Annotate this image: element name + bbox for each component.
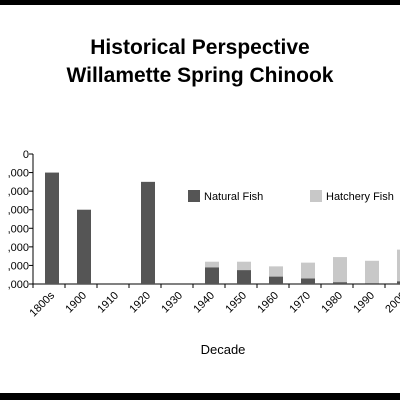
x-tick-label: 1980 (319, 290, 345, 316)
bar-natural (141, 181, 155, 284)
y-tick-label: ,000 (8, 186, 29, 198)
bar-hatchery (333, 257, 347, 283)
bar-group (45, 172, 400, 284)
bar-natural (365, 283, 379, 284)
legend-label: Hatchery Fish (326, 191, 394, 203)
y-tick-label: 0 (23, 149, 29, 161)
y-tick-group: ,000 ,000 ,000 ,000 ,000 ,000 ,000 0 (8, 149, 33, 291)
chart-title-line-1: Historical Perspective (90, 36, 310, 59)
x-tick-label: 1960 (255, 290, 281, 316)
legend-swatch (310, 190, 322, 202)
legend-label: Natural Fish (204, 191, 263, 203)
legend-swatch (188, 190, 200, 202)
bar-natural (269, 276, 283, 284)
x-tick-group: 1800s 1900 1910 1920 1930 1940 1950 1960 1970 198… (27, 284, 400, 319)
bar-natural (237, 270, 251, 284)
y-tick-label: ,000 (8, 260, 29, 272)
y-tick-label: ,000 (8, 242, 29, 254)
x-tick-label: 2000 (383, 290, 400, 316)
x-tick-label: 1990 (351, 290, 377, 316)
y-tick-label: ,000 (8, 279, 29, 291)
bar-natural (301, 278, 315, 284)
bar-hatchery (365, 260, 379, 284)
x-tick-label: 1920 (127, 290, 153, 316)
x-tick-label: 1930 (159, 290, 185, 316)
chart-title-line-2: Willamette Spring Chinook (66, 64, 334, 87)
x-tick-label: 1900 (63, 290, 89, 316)
y-tick-label: ,000 (8, 168, 29, 180)
bar-natural (205, 267, 219, 284)
x-tick-label: 1950 (223, 290, 249, 316)
bar-hatchery (205, 261, 219, 268)
x-tick-label: 1910 (95, 290, 121, 316)
bar-hatchery (269, 266, 283, 277)
y-tick-label: ,000 (8, 205, 29, 217)
x-axis-label: Decade (201, 342, 246, 357)
bar-hatchery (237, 261, 251, 271)
legend: Natural Fish Hatchery Fish (188, 190, 394, 203)
y-tick-label: ,000 (8, 223, 29, 235)
x-tick-label: 1940 (191, 290, 217, 316)
bar-hatchery (301, 262, 315, 279)
bar-hatchery (397, 249, 400, 282)
bar-natural (77, 209, 91, 284)
bar-natural (333, 282, 347, 284)
chart-slide: Historical Perspective Willamette Spring… (0, 5, 400, 393)
bar-natural (45, 172, 59, 284)
bar-natural (397, 281, 400, 284)
x-tick-label: 1970 (287, 290, 313, 316)
x-tick-label: 1800s (27, 289, 57, 319)
